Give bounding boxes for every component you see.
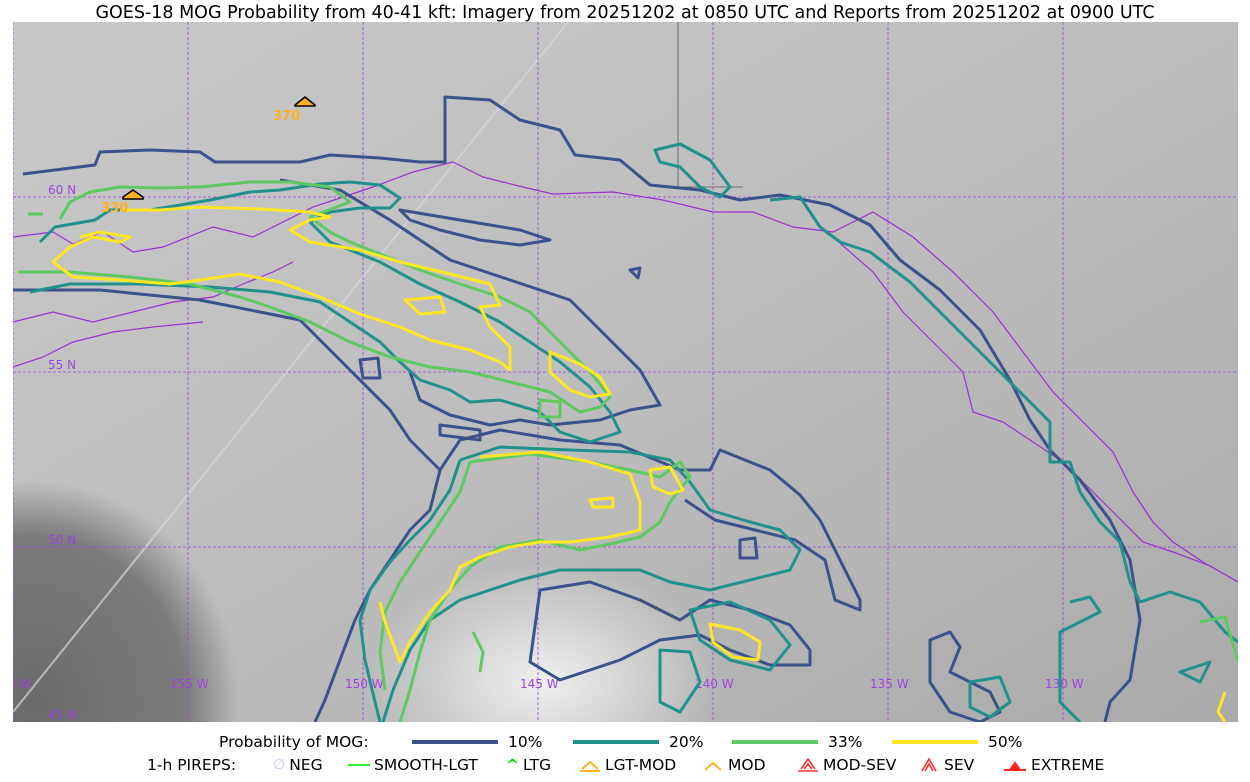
- lon-label-145w: 145 W: [520, 677, 559, 691]
- caret-icon: [704, 761, 722, 771]
- lat-label-50n: 50 N: [48, 533, 76, 547]
- legend-item-ltg: ^ LTG: [506, 756, 551, 774]
- caret-bar-icon: [580, 760, 600, 772]
- neg-icon: ∅: [273, 757, 286, 773]
- contour-50pct: [51, 205, 1227, 722]
- mod-turbulence-icon: [294, 96, 316, 107]
- lon-label-130w: 130 W: [1045, 677, 1084, 691]
- pireps-legend: 1-h PIREPS: ∅ NEG SMOOTH-LGT ^ LTG LGT-MOD…: [0, 756, 1250, 778]
- legend-item-mod: MOD: [702, 756, 766, 774]
- legend-item-mod-sev: MOD-SEV: [797, 756, 896, 774]
- satellite-map: 60 N 55 N 50 N 45 N 60 W 155 W 150 W 145…: [13, 22, 1238, 722]
- lat-label-45n: 45 N: [48, 708, 76, 722]
- lon-label-135w: 135 W: [870, 677, 909, 691]
- legend-swatch-20pct: [573, 740, 659, 744]
- map-title: GOES-18 MOG Probability from 40-41 kft: …: [95, 3, 1155, 23]
- pirep-marker-330: 330: [101, 189, 144, 216]
- legend-item-sev: SEV: [918, 756, 974, 774]
- legend-item-50pct: 50%: [892, 733, 1022, 751]
- legend-swatch-10pct: [412, 740, 498, 744]
- bright-cloud-region: [273, 382, 873, 722]
- legend-item-20pct: 20%: [573, 733, 703, 751]
- lgt-mod-turbulence-icon: [122, 189, 144, 200]
- filled-triangle-icon: [1004, 761, 1026, 771]
- contour-33pct: [18, 180, 1238, 722]
- legend-item-10pct: 10%: [412, 733, 542, 751]
- lon-label-160w: 60 W: [13, 677, 31, 691]
- legend-item-neg: ∅ NEG: [273, 756, 323, 774]
- line-icon: [348, 764, 370, 766]
- lon-label-155w: 155 W: [170, 677, 209, 691]
- lon-label-150w: 150 W: [345, 677, 384, 691]
- double-caret-bar-icon: [798, 757, 818, 772]
- graticule: [13, 22, 1238, 722]
- contour-10pct: [13, 95, 1142, 722]
- coastline: [13, 161, 1238, 583]
- pireps-legend-label: 1-h PIREPS:: [147, 756, 237, 774]
- lat-label-55n: 55 N: [48, 358, 76, 372]
- legend-item-extreme: EXTREME: [1003, 756, 1104, 774]
- probability-legend: Probability of MOG: 10% 20% 33% 50%: [0, 733, 1250, 755]
- legend-swatch-50pct: [892, 740, 978, 744]
- legend-item-smooth-lgt: SMOOTH-LGT: [348, 756, 478, 774]
- probability-legend-label: Probability of MOG:: [219, 733, 369, 751]
- svg-text:370: 370: [273, 109, 300, 124]
- double-caret-icon: [921, 757, 937, 772]
- lon-label-140w: 140 W: [695, 677, 734, 691]
- legend-item-33pct: 33%: [732, 733, 862, 751]
- pirep-marker-370: 370: [273, 96, 316, 124]
- satellite-streak: [13, 22, 569, 713]
- contour-20pct: [29, 142, 1238, 722]
- caret-icon: ^: [506, 756, 519, 774]
- svg-text:330: 330: [101, 201, 128, 216]
- legend-item-lgt-mod: LGT-MOD: [579, 756, 676, 774]
- legend-swatch-33pct: [732, 740, 818, 744]
- lat-label-60n: 60 N: [48, 183, 76, 197]
